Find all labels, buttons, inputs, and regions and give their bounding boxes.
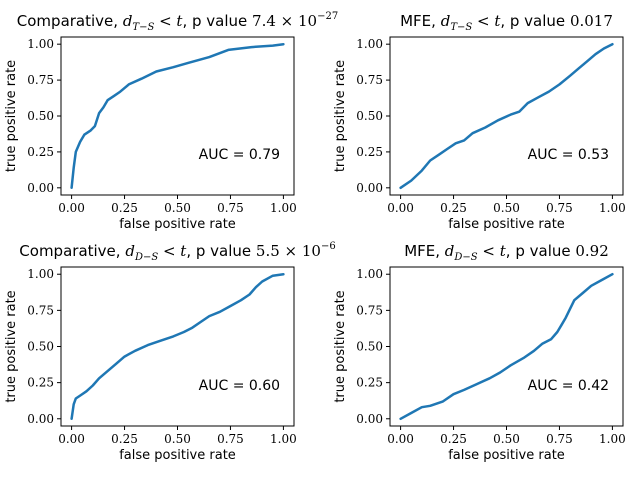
x-tick-label: 1.00 — [270, 201, 297, 215]
x-tick-label: 0.00 — [387, 432, 414, 446]
y-axis-label: true positive rate — [4, 60, 19, 172]
roc-curve — [399, 42, 614, 190]
chart-title: MFE, dT−S < t, p value 0.017 — [400, 12, 613, 33]
y-tick-label: 1.00 — [27, 37, 54, 51]
x-tick-label: 0.75 — [546, 201, 573, 215]
title-part: D−S — [453, 252, 477, 263]
title-part: MFE, — [404, 242, 445, 260]
title-part: , p value — [182, 12, 252, 30]
auc-annotation: AUC = 0.53 — [528, 147, 609, 163]
x-axis-label: false positive rate — [448, 217, 565, 232]
x-tick-label: 0.75 — [546, 432, 573, 446]
x-tick-label: 1.00 — [599, 432, 626, 446]
roc-curve — [70, 272, 285, 421]
title-part: T−S — [450, 22, 472, 33]
x-tick-label: 1.00 — [599, 201, 626, 215]
x-tick-label: 0.50 — [493, 201, 520, 215]
auc-annotation: AUC = 0.42 — [528, 378, 609, 394]
roc-curve — [399, 272, 614, 421]
x-tick-label: 0.00 — [58, 432, 85, 446]
y-tick-label: 0.00 — [356, 181, 383, 195]
y-tick-label: 0.50 — [27, 109, 54, 123]
x-tick-label: 0.25 — [111, 432, 138, 446]
chart-title: Comparative, dT−S < t, p value 7.4 × 10−… — [17, 11, 338, 33]
title-part: MFE, — [400, 12, 441, 30]
y-tick-label: 0.50 — [356, 109, 383, 123]
y-axis-label: true positive rate — [4, 290, 19, 402]
title-part: < t — [478, 242, 507, 260]
roc-panel-4: 0.00 0.25 0.50 0.75 1.00 0.00 0.25 0.50 0.75 1.00… — [333, 242, 626, 463]
title-part: D−S — [134, 252, 158, 263]
auc-annotation: AUC = 0.79 — [199, 147, 280, 163]
title-part: < t — [158, 242, 187, 260]
y-tick-label: 0.75 — [27, 73, 54, 87]
x-axis-label: false positive rate — [119, 448, 236, 463]
axes-frame — [389, 266, 624, 427]
title-part: T−S — [132, 22, 154, 33]
title-part: d — [125, 242, 135, 260]
axes-frame — [60, 36, 295, 196]
roc-panel-3: 0.00 0.25 0.50 0.75 1.00 0.00 0.25 0.50 0.75 1.00… — [4, 241, 336, 463]
y-tick-label: 0.75 — [356, 303, 383, 317]
title-part: Comparative, — [17, 12, 123, 30]
x-tick-label: 0.50 — [164, 432, 191, 446]
roc-panel-2: 0.00 0.25 0.50 0.75 1.00 0.00 0.25 0.50 0.75 1.00… — [333, 12, 626, 232]
y-tick-label: 0.50 — [356, 340, 383, 354]
y-tick-label: 0.00 — [27, 412, 54, 426]
y-tick-label: 1.00 — [356, 267, 383, 281]
title-part: 5.5 × 10 — [256, 242, 321, 260]
title-part: −27 — [317, 11, 338, 22]
x-tick-label: 1.00 — [270, 432, 297, 446]
x-axis-label: false positive rate — [448, 448, 565, 463]
y-tick-label: 0.25 — [356, 376, 383, 390]
roc-panel-1: 0.00 0.25 0.50 0.75 1.00 0.00 0.25 0.50 0.75 1.00… — [4, 11, 338, 232]
title-part: 0.92 — [575, 242, 608, 260]
title-part: , p value — [506, 242, 576, 260]
roc-curve — [70, 42, 285, 190]
x-tick-label: 0.25 — [111, 201, 138, 215]
title-part: d — [445, 242, 455, 260]
title-part: , p value — [500, 12, 570, 30]
x-axis-label: false positive rate — [119, 217, 236, 232]
y-tick-label: 0.25 — [27, 145, 54, 159]
title-part: d — [123, 12, 133, 30]
x-tick-label: 0.25 — [440, 432, 467, 446]
y-tick-label: 0.25 — [356, 145, 383, 159]
y-tick-label: 0.75 — [27, 303, 54, 317]
chart-title: MFE, dD−S < t, p value 0.92 — [404, 242, 609, 263]
x-tick-label: 0.50 — [493, 432, 520, 446]
title-part: Comparative, — [19, 242, 125, 260]
title-part: −6 — [321, 241, 336, 252]
title-part: d — [441, 12, 451, 30]
y-tick-label: 0.50 — [27, 340, 54, 354]
x-tick-label: 0.75 — [217, 432, 244, 446]
y-axis-label: true positive rate — [333, 290, 348, 402]
y-tick-label: 0.00 — [356, 412, 383, 426]
title-part: 7.4 × 10 — [252, 12, 317, 30]
x-tick-label: 0.00 — [58, 201, 85, 215]
y-tick-label: 1.00 — [356, 37, 383, 51]
y-tick-label: 0.75 — [356, 73, 383, 87]
x-tick-label: 0.00 — [387, 201, 414, 215]
title-part: 0.017 — [570, 12, 613, 30]
auc-annotation: AUC = 0.60 — [199, 378, 280, 394]
x-tick-label: 0.25 — [440, 201, 467, 215]
y-tick-label: 0.25 — [27, 376, 54, 390]
y-tick-label: 1.00 — [27, 267, 54, 281]
x-tick-label: 0.50 — [164, 201, 191, 215]
axes-frame — [60, 266, 295, 427]
title-part: < t — [472, 12, 501, 30]
title-part: , p value — [186, 242, 256, 260]
chart-title: Comparative, dD−S < t, p value 5.5 × 10−… — [19, 241, 335, 263]
y-axis-label: true positive rate — [333, 60, 348, 172]
title-part: < t — [154, 12, 183, 30]
x-tick-label: 0.75 — [217, 201, 244, 215]
y-tick-label: 0.00 — [27, 181, 54, 195]
